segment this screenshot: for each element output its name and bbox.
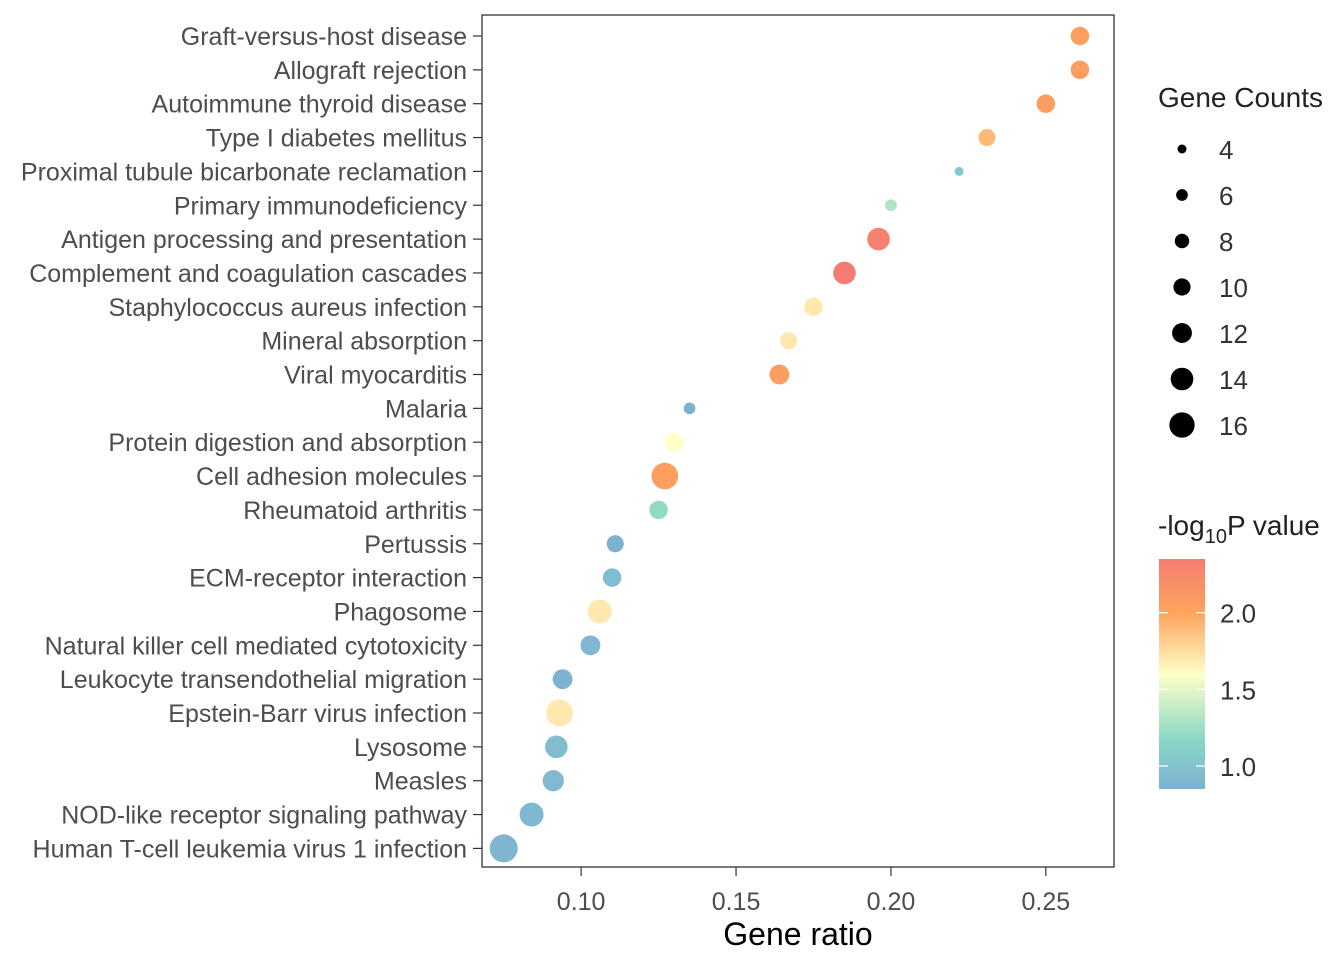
data-point [1036, 94, 1056, 113]
y-tick-label: Cell adhesion molecules [196, 463, 467, 491]
size-legend-key [1173, 278, 1191, 296]
data-point [542, 770, 564, 792]
data-point [519, 802, 544, 827]
y-tick-label: Graft-versus-host disease [181, 23, 467, 51]
size-legend-label: 8 [1219, 227, 1233, 257]
color-bar [1159, 559, 1205, 789]
size-legend-key [1172, 323, 1192, 343]
color-legend-title: -log10P value [1158, 510, 1320, 548]
data-point [489, 834, 518, 863]
color-legend-label: 2.0 [1220, 599, 1256, 629]
y-tick-label: Phagosome [334, 598, 467, 626]
y-tick-label: Leukocyte transendothelial migration [60, 666, 467, 694]
size-legend-key [1176, 189, 1188, 201]
y-tick-label: NOD-like receptor signaling pathway [61, 802, 467, 830]
size-legend-label: 10 [1219, 273, 1248, 303]
data-point [546, 699, 573, 727]
size-legend-label: 6 [1219, 181, 1233, 211]
data-point [552, 669, 573, 690]
data-point [664, 432, 684, 452]
data-point [885, 199, 897, 212]
data-points [489, 26, 1090, 863]
data-point [769, 364, 790, 385]
y-tick-label: Epstein-Barr virus infection [168, 700, 467, 728]
y-axis: Graft-versus-host disease Allograft rejec… [21, 23, 482, 863]
y-tick-label: Malaria [385, 395, 467, 423]
color-legend-label: 1.0 [1220, 752, 1256, 782]
size-legend-title: Gene Counts [1158, 82, 1323, 113]
size-legend-key [1174, 233, 1190, 249]
y-tick-label: Antigen processing and presentation [61, 226, 467, 254]
color-legend-label: 1.5 [1220, 675, 1256, 705]
data-point [545, 735, 568, 759]
data-point [602, 568, 622, 587]
data-point [683, 402, 696, 415]
data-point [978, 128, 996, 147]
x-tick-label: 0.25 [1022, 888, 1071, 916]
y-tick-label: Mineral absorption [261, 328, 467, 356]
y-tick-label: Proximal tubule bicarbonate reclamation [21, 158, 467, 186]
y-tick-label: Allograft rejection [274, 57, 467, 85]
data-point [606, 535, 624, 553]
data-point [1070, 60, 1090, 80]
y-tick-label: Lysosome [354, 734, 467, 762]
x-axis: 0.10 0.15 0.20 0.25 [557, 867, 1070, 916]
y-tick-label: Human T-cell leukemia virus 1 infection [33, 835, 467, 863]
y-tick-label: Viral myocarditis [284, 362, 467, 390]
size-legend: Gene Counts 4 6 8 10 12 14 16 [1158, 82, 1323, 441]
y-tick-label: Primary immunodeficiency [174, 192, 468, 220]
data-point [587, 599, 612, 624]
data-point [833, 261, 856, 285]
y-tick-label: Autoimmune thyroid disease [152, 91, 467, 119]
size-legend-label: 16 [1219, 411, 1248, 441]
y-tick-label: Pertussis [364, 531, 467, 559]
y-tick-label: Staphylococcus aureus infection [108, 294, 467, 322]
plot-panel [481, 14, 1115, 868]
y-tick-label: Natural killer cell mediated cytotoxicit… [45, 632, 468, 660]
y-tick-label: Complement and coagulation cascades [29, 260, 467, 288]
data-point [954, 166, 964, 176]
data-point [649, 500, 668, 520]
data-point [651, 462, 679, 490]
size-legend-key [1169, 412, 1195, 438]
y-tick-label: Type I diabetes mellitus [206, 125, 467, 153]
size-legend-key [1170, 367, 1194, 391]
size-legend-label: 12 [1219, 319, 1248, 349]
x-tick-label: 0.15 [712, 888, 761, 916]
data-point [804, 297, 823, 317]
y-tick-label: Rheumatoid arthritis [243, 497, 467, 525]
color-legend: -log10P value 1.0 1.5 2.0 [1158, 510, 1320, 789]
data-point [867, 227, 890, 251]
data-point [1070, 26, 1090, 46]
y-tick-label: ECM-receptor interaction [189, 565, 467, 593]
size-legend-label: 14 [1219, 365, 1248, 395]
y-tick-label: Protein digestion and absorption [108, 429, 467, 457]
data-point [580, 635, 601, 656]
x-axis-label: Gene ratio [723, 916, 872, 952]
x-tick-label: 0.10 [557, 888, 606, 916]
data-point [780, 332, 798, 350]
size-legend-label: 4 [1219, 135, 1233, 165]
size-legend-key [1177, 144, 1187, 154]
y-tick-label: Measles [374, 768, 467, 796]
x-tick-label: 0.20 [867, 888, 916, 916]
